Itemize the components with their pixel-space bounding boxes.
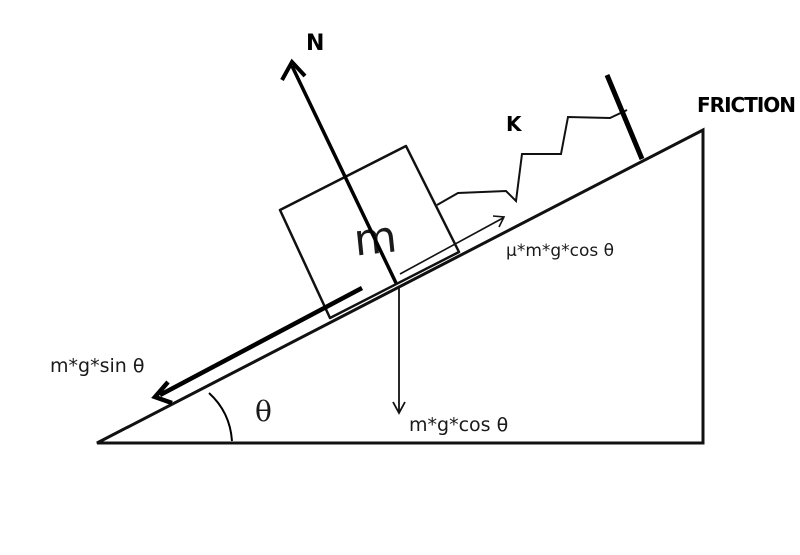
incline-triangle (96, 127, 705, 445)
parallel-gravity-arrow (151, 286, 364, 406)
normal-force-arrow (280, 58, 398, 284)
normal-force-label: N (306, 31, 324, 56)
parallel-gravity-label: m*g*sin θ (50, 355, 144, 377)
angle-arc (208, 392, 233, 442)
friction-force-label: μ*m*g*cos θ (506, 241, 614, 261)
spring (436, 109, 628, 206)
spring-wall (604, 74, 645, 160)
perpendicular-gravity-label: m*g*cos θ (409, 414, 508, 436)
angle-label: θ (255, 395, 272, 428)
friction-surface-label: FRICTION (697, 93, 795, 117)
spring-label: K (506, 112, 523, 136)
block (278, 144, 461, 320)
friction-force-arrow (399, 215, 506, 275)
perpendicular-gravity-arrow (392, 288, 406, 415)
